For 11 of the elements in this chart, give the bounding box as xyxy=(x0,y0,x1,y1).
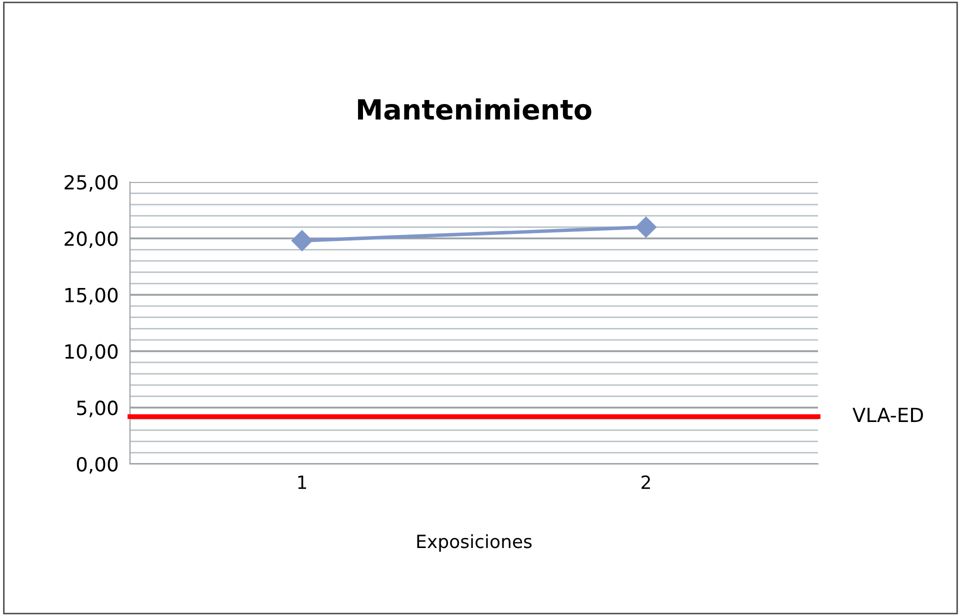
x-axis-title: Exposiciones xyxy=(417,534,532,552)
y-tick-label: 25,00 xyxy=(64,174,118,192)
chart-title: Mantenimiento xyxy=(358,98,592,120)
y-tick-label: 0,00 xyxy=(76,456,118,474)
x-tick-label: 1 xyxy=(298,476,306,489)
y-tick-label: 10,00 xyxy=(65,344,118,361)
y-tick-label: 5,00 xyxy=(77,400,118,418)
ref-line-label: VLA-ED xyxy=(852,408,923,422)
y-tick-label: 15,00 xyxy=(65,288,118,304)
y-tick-label: 20,00 xyxy=(64,231,118,248)
x-tick-label: 2 xyxy=(642,475,650,489)
